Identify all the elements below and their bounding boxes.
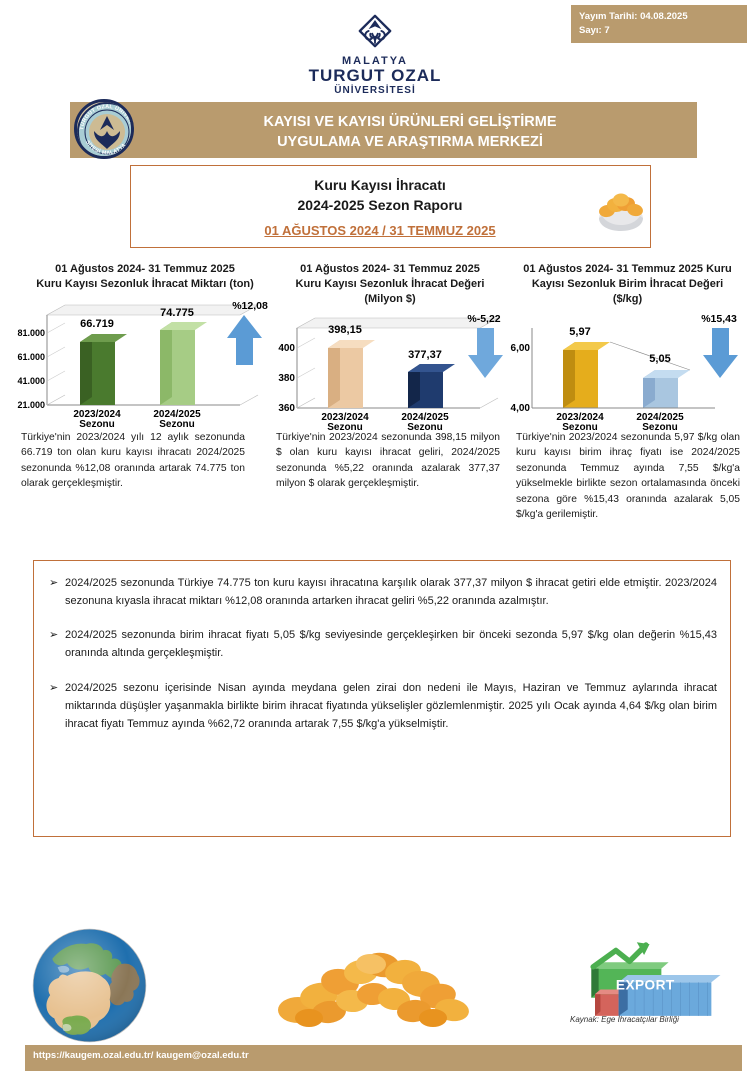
svg-text:61.000: 61.000 xyxy=(17,352,45,362)
svg-text:21.000: 21.000 xyxy=(17,400,45,410)
svg-text:5,97: 5,97 xyxy=(569,326,590,338)
svg-text:5,05: 5,05 xyxy=(649,353,670,365)
svg-text:6,00: 6,00 xyxy=(511,343,531,354)
svg-text:400: 400 xyxy=(278,343,295,354)
svg-text:360: 360 xyxy=(278,403,295,414)
svg-text:398,15: 398,15 xyxy=(328,324,362,336)
svg-text:380: 380 xyxy=(278,373,295,384)
svg-text:41.000: 41.000 xyxy=(17,376,45,386)
svg-text:%12,08: %12,08 xyxy=(232,300,268,312)
svg-text:66.719: 66.719 xyxy=(80,318,114,330)
svg-text:Sezonu: Sezonu xyxy=(159,419,195,427)
svg-text:EXPORT: EXPORT xyxy=(616,978,675,993)
svg-text:Sezonu: Sezonu xyxy=(79,419,115,427)
svg-text:%-5,22: %-5,22 xyxy=(467,313,500,325)
svg-text:4,00: 4,00 xyxy=(511,403,531,414)
svg-text:74.775: 74.775 xyxy=(160,307,194,319)
svg-text:377,37: 377,37 xyxy=(408,349,442,361)
svg-text:81.000: 81.000 xyxy=(17,328,45,338)
svg-text:%15,43: %15,43 xyxy=(701,313,737,325)
